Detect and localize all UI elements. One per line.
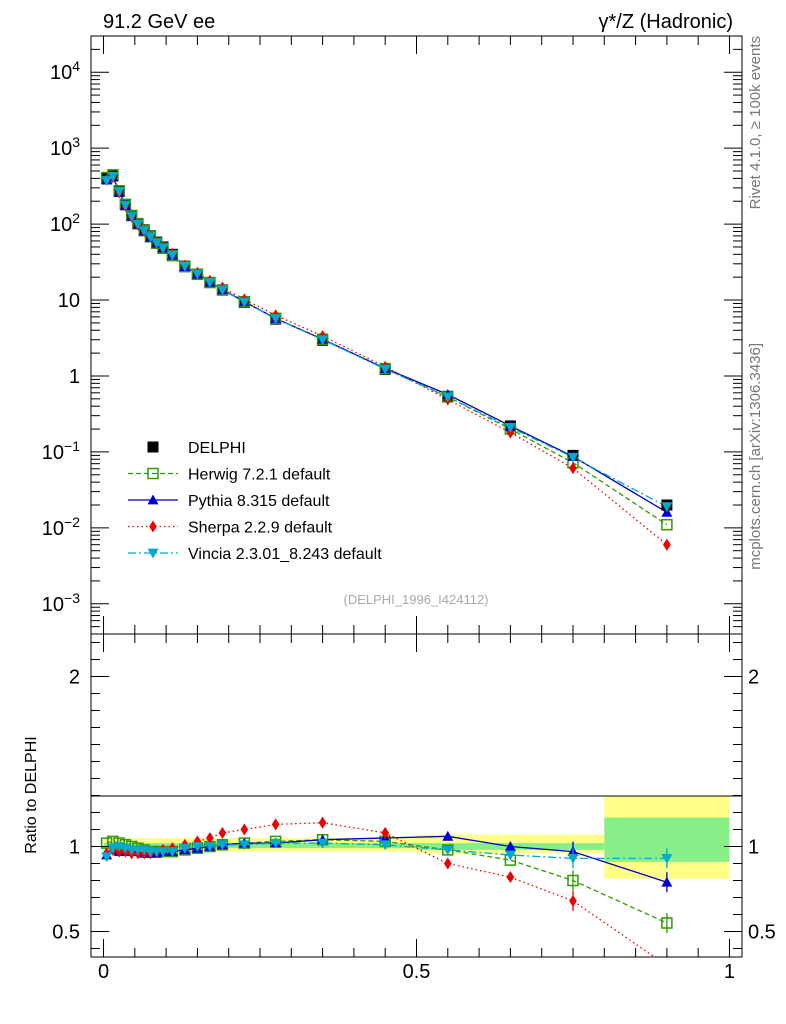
sherpa-ratio-point bbox=[240, 823, 249, 836]
legend-herwig-label: Herwig 7.2.1 default bbox=[188, 467, 331, 484]
ratio-y-tick-label-right: 0.5 bbox=[748, 922, 776, 944]
vincia-ratio-point bbox=[379, 840, 391, 851]
vincia-point bbox=[157, 243, 169, 254]
sherpa-ratio-point bbox=[218, 826, 227, 839]
vincia-ratio-point bbox=[317, 838, 329, 849]
vincia-ratio-point bbox=[179, 843, 191, 854]
vincia-point bbox=[151, 238, 163, 249]
mcplots-label: mcplots.cern.ch [arXiv:1306.3436] bbox=[747, 343, 764, 570]
herwig-ratio-point bbox=[661, 917, 673, 929]
ratio-y-tick-label: 2 bbox=[69, 667, 80, 689]
x-axis-tick-label: 0 bbox=[98, 961, 109, 983]
vincia-ratio-point bbox=[191, 842, 203, 852]
vincia-ratio-point bbox=[661, 854, 673, 864]
vincia-ratio-point bbox=[238, 840, 250, 851]
ratio-plot-panel: 0.5 0.5 1 1 2 2 0 0.5 1 bbox=[52, 633, 776, 983]
ratio-y-tick-label: 0.5 bbox=[52, 922, 80, 944]
pythia-ratio-point bbox=[442, 830, 454, 841]
legend-pythia-label: Pythia 8.315 default bbox=[188, 493, 330, 510]
sherpa-ratio-point bbox=[663, 959, 671, 971]
vincia-point bbox=[238, 297, 250, 308]
legend-delphi-label: DELPHI bbox=[188, 440, 246, 457]
y-axis-tick-label: 10−1 bbox=[42, 438, 80, 464]
sherpa-ratio-point bbox=[318, 816, 327, 829]
legend-pythia-marker bbox=[147, 494, 159, 505]
sherpa-ratio-point bbox=[569, 894, 577, 907]
vincia-point bbox=[107, 171, 119, 182]
sherpa-ratio-point bbox=[506, 871, 515, 884]
y-axis-tick-label: 104 bbox=[50, 58, 80, 84]
vincia-ratio-point bbox=[157, 847, 169, 858]
uncertainty-band-green bbox=[103, 843, 417, 849]
vincia-point bbox=[144, 232, 156, 243]
y-axis-tick-label: 10−2 bbox=[42, 514, 80, 540]
vincia-ratio-point bbox=[504, 850, 516, 861]
legend-vincia-label: Vincia 2.3.01_8.243 default bbox=[188, 546, 382, 563]
vincia-point bbox=[101, 176, 113, 187]
vincia-ratio-point bbox=[166, 847, 178, 858]
plot-title-left: 91.2 GeV ee bbox=[103, 11, 215, 33]
plot-title-right: γ*/Z (Hadronic) bbox=[599, 11, 733, 33]
sherpa-point bbox=[569, 462, 577, 475]
vincia-ratio-point bbox=[107, 843, 119, 854]
ratio-y-tick-label: 1 bbox=[69, 837, 80, 859]
legend: DELPHI Herwig 7.2.1 default Pythia 8.315 d… bbox=[128, 440, 382, 563]
vincia-point bbox=[661, 502, 673, 513]
ratio-y-tick-label-right: 1 bbox=[748, 837, 759, 859]
vincia-point bbox=[317, 335, 329, 346]
vincia-point bbox=[204, 277, 216, 288]
vincia-point bbox=[504, 423, 516, 433]
vincia-ratio-point bbox=[442, 845, 454, 856]
sherpa-ratio-point bbox=[206, 831, 214, 845]
vincia-point bbox=[113, 186, 125, 197]
ratio-y-tick-label-right: 2 bbox=[748, 667, 759, 689]
x-axis-tick-label: 0.5 bbox=[403, 961, 431, 983]
vincia-ratio-point bbox=[567, 854, 579, 864]
y-axis-tick-label: 1 bbox=[69, 366, 80, 388]
y-axis-tick-label: 102 bbox=[50, 210, 80, 236]
pythia-ratio-point bbox=[504, 841, 516, 851]
vincia-point bbox=[216, 285, 228, 296]
y-axis-tick-label: 10 bbox=[58, 290, 80, 312]
herwig-ratio-point bbox=[567, 874, 579, 887]
legend-sherpa-label: Sherpa 2.2.9 default bbox=[188, 520, 333, 537]
ratio-y-axis-label: Ratio to DELPHI bbox=[23, 736, 40, 853]
sherpa-ratio-point bbox=[381, 826, 390, 839]
legend-herwig-marker bbox=[147, 467, 159, 480]
vincia-ratio-point bbox=[204, 842, 216, 852]
vincia-point bbox=[132, 219, 144, 230]
vincia-point bbox=[567, 452, 579, 463]
y-axis-tick-label: 10−3 bbox=[42, 590, 80, 616]
vincia-ratio-point bbox=[270, 838, 282, 849]
legend-vincia-marker bbox=[147, 548, 159, 559]
vincia-ratio-point bbox=[216, 840, 228, 851]
pythia-line bbox=[106, 175, 668, 513]
vincia-point bbox=[191, 269, 203, 280]
sherpa-point bbox=[663, 538, 671, 551]
vincia-point bbox=[442, 392, 454, 403]
vincia-point bbox=[179, 261, 191, 272]
vincia-point bbox=[166, 250, 178, 261]
main-plot-frame bbox=[90, 35, 743, 635]
vincia-point bbox=[119, 200, 131, 211]
vincia-point bbox=[138, 226, 150, 237]
vincia-line bbox=[106, 175, 668, 508]
vincia-ratio-point bbox=[101, 852, 113, 863]
sherpa-ratio-point bbox=[443, 857, 452, 870]
vincia-point bbox=[379, 364, 391, 375]
vincia-point bbox=[126, 211, 138, 222]
y-axis-tick-label: 103 bbox=[50, 134, 80, 160]
vincia-point bbox=[270, 314, 282, 325]
rivet-version-label: Rivet 4.1.0, ≥ 100k events bbox=[747, 36, 764, 209]
x-axis-tick-label: 1 bbox=[724, 961, 735, 983]
herwig-point bbox=[661, 518, 673, 531]
sherpa-ratio-point bbox=[271, 818, 280, 831]
sherpa-line bbox=[106, 175, 668, 546]
legend-sherpa-marker bbox=[149, 520, 157, 533]
pythia-ratio-point bbox=[661, 876, 673, 887]
analysis-watermark: (DELPHI_1996_I424112) bbox=[343, 592, 488, 607]
legend-delphi-marker bbox=[147, 441, 159, 453]
